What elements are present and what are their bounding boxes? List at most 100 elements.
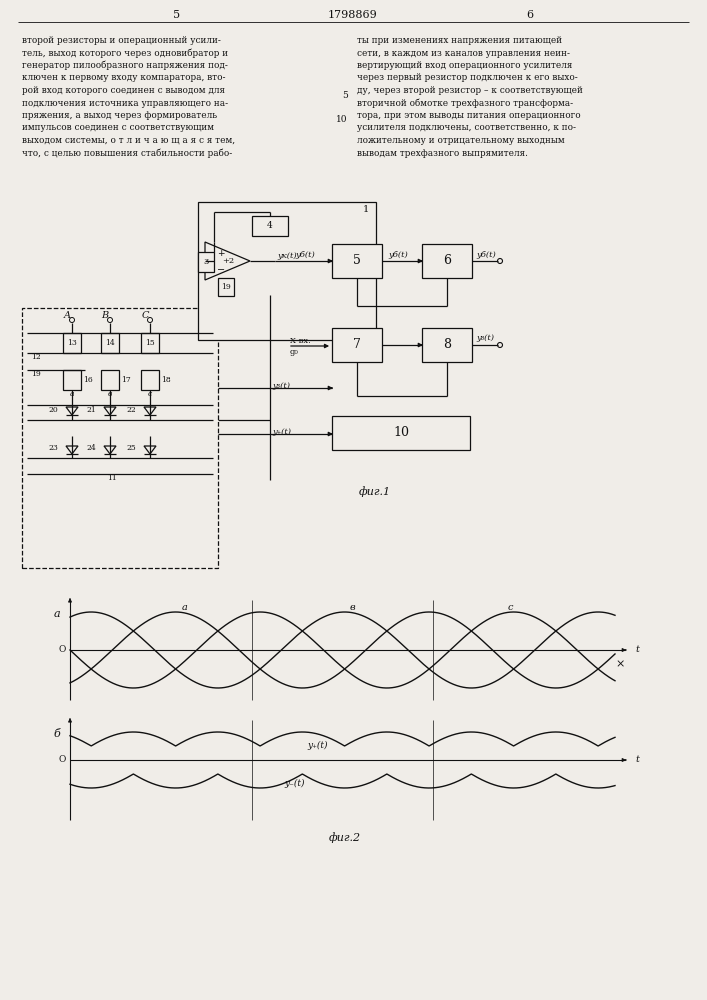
Text: импульсов соединен с соответствующим: импульсов соединен с соответствующим <box>22 123 214 132</box>
Bar <box>218 278 234 296</box>
Polygon shape <box>66 446 78 454</box>
Text: тель, выход которого через одновибратор и: тель, выход которого через одновибратор … <box>22 48 228 58</box>
Text: C: C <box>141 312 148 320</box>
Text: t: t <box>635 756 639 764</box>
Text: рой вход которого соединен с выводом для: рой вход которого соединен с выводом для <box>22 86 225 95</box>
Text: 24: 24 <box>86 444 96 452</box>
Text: y₈(t): y₈(t) <box>476 334 494 342</box>
Polygon shape <box>205 242 250 280</box>
Bar <box>141 333 159 353</box>
Text: 20: 20 <box>48 406 58 414</box>
Text: X вх.: X вх. <box>290 337 311 345</box>
Text: 25: 25 <box>127 444 136 452</box>
Text: 1798869: 1798869 <box>328 10 378 20</box>
Bar <box>63 333 81 353</box>
Text: yк(t): yк(t) <box>277 252 297 260</box>
Bar <box>22 308 218 568</box>
Text: вертирующий вход операционного усилителя: вертирующий вход операционного усилителя <box>357 61 573 70</box>
Text: усилителя подключены, соответственно, к по-: усилителя подключены, соответственно, к … <box>357 123 576 132</box>
Text: 7: 7 <box>353 338 361 352</box>
Text: ключен к первому входу компаратора, вто-: ключен к первому входу компаратора, вто- <box>22 74 226 83</box>
Text: c: c <box>148 390 152 398</box>
Text: g₀: g₀ <box>290 348 299 356</box>
Text: 5: 5 <box>353 254 361 267</box>
Text: y₊(t): y₊(t) <box>272 428 291 436</box>
Text: 16: 16 <box>83 376 93 384</box>
Text: О: О <box>58 756 66 764</box>
Text: 6: 6 <box>527 10 534 20</box>
Text: а: а <box>54 609 60 619</box>
Bar <box>198 202 376 340</box>
Text: −: − <box>217 265 225 274</box>
Text: y₃(t): y₃(t) <box>272 382 290 390</box>
Text: пряжения, а выход через формирователь: пряжения, а выход через формирователь <box>22 111 217 120</box>
Text: +: + <box>217 248 225 257</box>
Bar <box>332 244 382 278</box>
Text: yб(t): yб(t) <box>476 251 496 259</box>
Text: 3: 3 <box>204 258 209 266</box>
Bar <box>63 370 81 390</box>
Text: 1: 1 <box>363 206 369 215</box>
Text: фиг.2: фиг.2 <box>329 833 361 843</box>
Text: yб(t): yб(t) <box>388 251 408 259</box>
Text: A: A <box>64 312 71 320</box>
Text: в: в <box>107 390 112 398</box>
Bar <box>101 333 119 353</box>
Text: с: с <box>507 603 513 612</box>
Text: 14: 14 <box>105 339 115 347</box>
Text: 15: 15 <box>145 339 155 347</box>
Text: 21: 21 <box>86 406 96 414</box>
Text: 5: 5 <box>342 91 348 100</box>
Text: 11: 11 <box>107 474 117 482</box>
Text: ты при изменениях напряжения питающей: ты при изменениях напряжения питающей <box>357 36 562 45</box>
Bar <box>141 370 159 390</box>
Text: t: t <box>635 646 639 654</box>
Text: 22: 22 <box>127 406 136 414</box>
Text: 5: 5 <box>173 10 180 20</box>
Text: 23: 23 <box>48 444 58 452</box>
Text: 13: 13 <box>67 339 77 347</box>
Text: 12: 12 <box>31 353 41 361</box>
Text: второй резисторы и операционный усили-: второй резисторы и операционный усили- <box>22 36 221 45</box>
Text: 4: 4 <box>267 222 273 231</box>
Text: 6: 6 <box>443 254 451 267</box>
Text: ду, через второй резистор – к соответствующей: ду, через второй резистор – к соответств… <box>357 86 583 95</box>
Bar <box>332 416 470 450</box>
Text: y₋(t): y₋(t) <box>285 778 305 788</box>
Bar <box>422 244 472 278</box>
Text: вторичной обмотке трехфазного трансформа-: вторичной обмотке трехфазного трансформа… <box>357 99 573 108</box>
Bar <box>252 216 288 236</box>
Polygon shape <box>144 407 156 415</box>
Bar <box>198 252 214 272</box>
Polygon shape <box>144 446 156 454</box>
Text: 10: 10 <box>393 426 409 440</box>
Text: выводам трехфазного выпрямителя.: выводам трехфазного выпрямителя. <box>357 148 528 157</box>
Text: фиг.1: фиг.1 <box>359 487 391 497</box>
Text: a: a <box>70 390 74 398</box>
Text: генератор пилообразного напряжения под-: генератор пилообразного напряжения под- <box>22 61 228 70</box>
Bar <box>101 370 119 390</box>
Text: B: B <box>101 312 109 320</box>
Bar <box>332 328 382 362</box>
Text: в: в <box>349 603 355 612</box>
Text: через первый резистор подключен к его выхо-: через первый резистор подключен к его вы… <box>357 74 578 83</box>
Text: 17: 17 <box>121 376 131 384</box>
Text: ×: × <box>615 659 625 669</box>
Text: yб(t): yб(t) <box>295 251 315 259</box>
Text: ложительному и отрицательному выходным: ложительному и отрицательному выходным <box>357 136 565 145</box>
Text: б: б <box>54 729 60 739</box>
Text: 10: 10 <box>337 115 348 124</box>
Text: а: а <box>182 603 188 612</box>
Text: О: О <box>58 646 66 654</box>
Text: выходом системы, о т л и ч а ю щ а я с я тем,: выходом системы, о т л и ч а ю щ а я с я… <box>22 136 235 145</box>
Text: тора, при этом выводы питания операционного: тора, при этом выводы питания операционн… <box>357 111 580 120</box>
Text: 19: 19 <box>221 283 231 291</box>
Text: сети, в каждом из каналов управления неин-: сети, в каждом из каналов управления неи… <box>357 48 570 57</box>
Text: 8: 8 <box>443 338 451 352</box>
Polygon shape <box>104 407 116 415</box>
Bar <box>422 328 472 362</box>
Polygon shape <box>66 407 78 415</box>
Polygon shape <box>104 446 116 454</box>
Text: y₊(t): y₊(t) <box>308 740 328 750</box>
Text: подключения источника управляющего на-: подключения источника управляющего на- <box>22 99 228 107</box>
